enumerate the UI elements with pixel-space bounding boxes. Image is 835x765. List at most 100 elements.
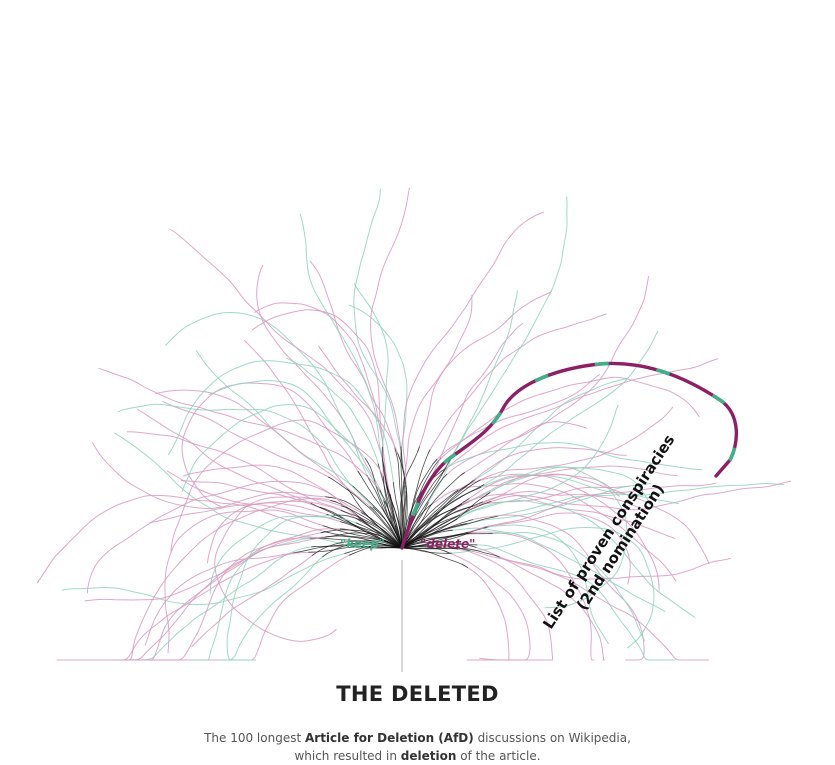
- branch-path: [84, 528, 346, 602]
- branch-path: [353, 188, 406, 494]
- branch-path: [126, 431, 361, 522]
- branch-trunk: [322, 525, 403, 549]
- branch-trunk: [401, 546, 451, 554]
- branch-path: [91, 442, 333, 510]
- branch-path: [181, 404, 369, 492]
- delete-label: "delete": [420, 537, 475, 551]
- branch-path: [462, 474, 660, 592]
- branch-path: [474, 474, 785, 496]
- branch-path: [442, 276, 650, 479]
- branch-path: [195, 350, 356, 489]
- branch-path: [427, 313, 607, 454]
- branch-path: [484, 482, 716, 528]
- branch-trunk: [357, 470, 403, 549]
- branch-path: [145, 552, 356, 661]
- branch-trunk: [401, 531, 469, 549]
- branch-trunk: [348, 546, 403, 556]
- branch-path: [479, 330, 659, 488]
- branch-trunk: [341, 505, 403, 549]
- branch-trunk: [326, 513, 403, 549]
- branch-path: [166, 470, 347, 524]
- branch-trunk: [401, 540, 477, 549]
- branch-path: [437, 376, 700, 462]
- branch-path: [317, 345, 401, 460]
- branch-path: [469, 377, 628, 485]
- branch-path: [429, 322, 524, 481]
- branch-path: [478, 490, 640, 509]
- branch-path: [370, 187, 410, 453]
- branch-path: [402, 211, 545, 498]
- branch-trunk: [401, 446, 420, 549]
- subtitle-line1-bold: Article for Deletion (AfD): [304, 731, 474, 745]
- branch-path: [128, 497, 337, 661]
- subtitle-line2-bold: deletion: [400, 749, 457, 763]
- branch-trunk: [401, 518, 458, 549]
- branch-path: [417, 294, 473, 453]
- discussion-branches: [36, 187, 792, 661]
- branch-path: [98, 367, 380, 491]
- branch-path: [144, 551, 301, 646]
- branch-path: [475, 406, 674, 483]
- page-title: THE DELETED: [336, 682, 499, 706]
- branch-path: [151, 535, 333, 661]
- branch-path: [61, 551, 350, 606]
- branch-path: [460, 483, 651, 526]
- branch-path: [214, 496, 347, 642]
- branch-trunk: [325, 532, 403, 549]
- branch-trunk: [327, 476, 403, 549]
- branch-trunk: [401, 486, 482, 549]
- branch-path: [219, 552, 328, 661]
- branch-path: [206, 500, 348, 564]
- branch-trunk: [401, 529, 453, 549]
- highlight-keep-segments: [400, 361, 739, 549]
- branch-trunk: [361, 512, 403, 549]
- branch-trunk: [401, 491, 407, 549]
- branch-path: [468, 447, 627, 485]
- branch-path: [432, 373, 601, 465]
- branch-path: [191, 550, 319, 648]
- branch-trunk: [401, 479, 481, 549]
- branch-path: [446, 526, 655, 649]
- branch-trunk: [401, 533, 493, 549]
- branch-path: [403, 291, 553, 484]
- branch-path: [462, 512, 631, 585]
- branch-path: [169, 228, 388, 488]
- branch-trunk: [377, 463, 403, 549]
- branch-trunk: [401, 547, 469, 569]
- branch-path: [114, 432, 358, 548]
- branch-path: [353, 283, 389, 454]
- branch-trunk: [401, 489, 459, 549]
- branch-path: [149, 502, 334, 524]
- branch-path: [155, 389, 375, 511]
- branch-path: [170, 419, 389, 552]
- branch-trunk: [401, 519, 473, 549]
- subtitle-line2-post: of the article.: [456, 749, 541, 763]
- branch-trunk: [401, 547, 500, 558]
- branch-trunk: [394, 447, 403, 549]
- branch-path: [443, 549, 531, 661]
- branch-path: [36, 494, 330, 584]
- branch-path: [309, 260, 397, 453]
- branch-path: [209, 380, 388, 508]
- branch-path: [447, 527, 666, 613]
- branch-path: [481, 524, 610, 645]
- branch-trunk: [399, 477, 405, 549]
- branch-path: [460, 421, 588, 476]
- branch-trunk: [401, 480, 474, 549]
- branch-path: [494, 554, 709, 661]
- branch-path: [167, 360, 395, 488]
- branch-path: [56, 531, 326, 661]
- subtitle: The 100 longest Article for Deletion (Af…: [0, 729, 835, 765]
- branch-path: [439, 441, 703, 473]
- branch-path: [452, 404, 619, 523]
- branch-trunk: [401, 498, 470, 549]
- branch-trunk: [401, 472, 466, 549]
- branch-path: [451, 465, 678, 512]
- subtitle-line1-post: discussions on Wikipedia,: [473, 731, 631, 745]
- branch-path: [465, 549, 732, 580]
- keep-label: "keep": [340, 537, 385, 551]
- branch-trunk: [372, 506, 403, 549]
- branch-trunk: [320, 529, 403, 549]
- branch-path: [449, 196, 568, 460]
- branch-path: [86, 480, 367, 594]
